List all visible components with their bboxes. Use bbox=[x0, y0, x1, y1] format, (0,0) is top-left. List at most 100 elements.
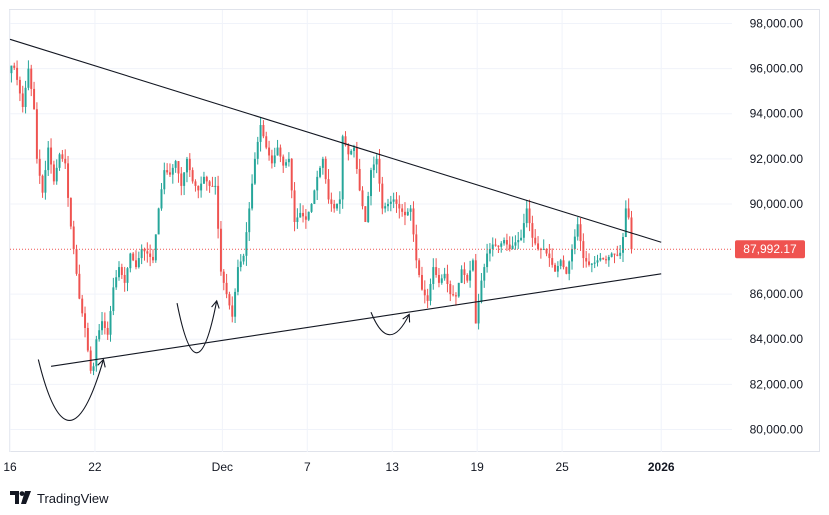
candle-body bbox=[95, 339, 98, 367]
candle-body bbox=[112, 287, 115, 312]
candle-body bbox=[202, 176, 205, 184]
candle-body bbox=[44, 170, 47, 193]
candle-body bbox=[33, 88, 36, 110]
y-tick-label: 80,000.00 bbox=[750, 422, 804, 436]
candle-body bbox=[531, 223, 534, 238]
candle-body bbox=[386, 203, 389, 207]
candle-body bbox=[624, 208, 627, 238]
candle-body bbox=[500, 243, 503, 247]
candle-body bbox=[302, 212, 305, 217]
candle-body bbox=[129, 253, 132, 269]
candle-body bbox=[613, 253, 616, 255]
candle-body bbox=[168, 172, 171, 175]
bottom-arc-1-arrowhead bbox=[97, 358, 106, 368]
candle-body bbox=[517, 240, 520, 243]
candle-body bbox=[245, 232, 248, 256]
candle-body bbox=[10, 65, 13, 74]
candle-body bbox=[239, 261, 242, 268]
x-tick-label: 22 bbox=[88, 460, 102, 474]
candle-body bbox=[412, 208, 415, 235]
last-price-tag: 87,992.17 bbox=[735, 240, 805, 259]
candle-body bbox=[143, 249, 146, 252]
candle-body bbox=[92, 366, 95, 371]
candle-body bbox=[41, 175, 44, 193]
candle-body bbox=[109, 311, 112, 335]
candle-body bbox=[293, 190, 296, 222]
candle-body bbox=[622, 237, 624, 253]
candle-body bbox=[55, 167, 58, 182]
chart-area[interactable]: 98,000.00 96,000.00 94,000.00 92,000.00 90,0… bbox=[0, 0, 829, 484]
candle-body bbox=[219, 228, 222, 272]
candle-body bbox=[171, 167, 174, 175]
candle-body bbox=[228, 294, 231, 306]
candle-body bbox=[389, 201, 392, 204]
candle-body bbox=[554, 264, 557, 272]
candle-body bbox=[214, 185, 217, 187]
candle-body bbox=[248, 208, 251, 233]
candle-body bbox=[231, 305, 234, 317]
y-tick-label: 92,000.00 bbox=[750, 152, 804, 166]
candle-body bbox=[605, 259, 607, 261]
candle-body bbox=[327, 179, 330, 200]
y-tick-label: 86,000.00 bbox=[750, 287, 804, 301]
candle-body bbox=[183, 172, 186, 186]
candle-body bbox=[38, 158, 41, 176]
candle-body bbox=[115, 277, 118, 288]
ascending-support-line bbox=[50, 273, 662, 367]
candle-body bbox=[185, 158, 188, 173]
candle-body bbox=[307, 211, 310, 220]
candle-body bbox=[75, 249, 78, 274]
candle-body bbox=[151, 256, 154, 261]
bottom-arcs bbox=[37, 299, 411, 421]
candle-body bbox=[236, 267, 239, 292]
candle-body bbox=[279, 147, 282, 157]
candle-body bbox=[336, 203, 339, 209]
bottom-arc-3 bbox=[370, 311, 410, 336]
candle-body bbox=[137, 258, 140, 268]
descending-resistance-line bbox=[9, 38, 662, 243]
candle-body bbox=[276, 147, 279, 156]
candle-body bbox=[381, 183, 384, 209]
candle-body bbox=[256, 141, 259, 159]
candle-body bbox=[333, 203, 336, 209]
candle-body bbox=[177, 161, 180, 174]
candle-body bbox=[290, 158, 293, 191]
price-axis[interactable]: 98,000.00 96,000.00 94,000.00 92,000.00 90,0… bbox=[750, 17, 804, 437]
candle-body bbox=[542, 249, 545, 251]
candle-body bbox=[429, 283, 432, 301]
candle-body bbox=[610, 253, 613, 257]
candle-body bbox=[101, 321, 104, 331]
candle-body bbox=[576, 224, 579, 237]
candle-body bbox=[341, 136, 344, 200]
candle-body bbox=[47, 147, 50, 171]
candle-body bbox=[174, 161, 177, 168]
candle-body bbox=[296, 217, 299, 222]
candles bbox=[10, 60, 633, 376]
candle-body bbox=[361, 190, 364, 207]
candle-body bbox=[350, 150, 353, 155]
candle-body bbox=[556, 265, 559, 272]
candle-body bbox=[132, 253, 135, 261]
candle-body bbox=[409, 208, 412, 212]
candle-body bbox=[494, 244, 497, 246]
candle-body bbox=[316, 176, 319, 191]
bottom-arc-2-arrowhead bbox=[211, 299, 220, 309]
candle-body bbox=[18, 79, 21, 94]
candle-body bbox=[222, 271, 225, 283]
candle-body bbox=[593, 262, 596, 264]
candle-body bbox=[270, 155, 273, 164]
last-price-label: 87,992.17 bbox=[743, 242, 797, 256]
time-axis[interactable]: 16 22 Dec 7 13 19 25 2026 bbox=[3, 460, 675, 474]
branding[interactable]: TradingView bbox=[10, 488, 109, 508]
candle-body bbox=[562, 260, 565, 268]
candle-body bbox=[163, 170, 166, 190]
candle-body bbox=[426, 295, 429, 301]
candle-body bbox=[596, 260, 599, 263]
candle-body bbox=[440, 278, 443, 283]
tradingview-logo-icon bbox=[10, 491, 31, 504]
candle-body bbox=[61, 154, 64, 159]
y-tick-label: 84,000.00 bbox=[750, 332, 804, 346]
candle-body bbox=[84, 313, 87, 328]
candle-body bbox=[205, 176, 208, 182]
candle-body bbox=[259, 125, 262, 142]
